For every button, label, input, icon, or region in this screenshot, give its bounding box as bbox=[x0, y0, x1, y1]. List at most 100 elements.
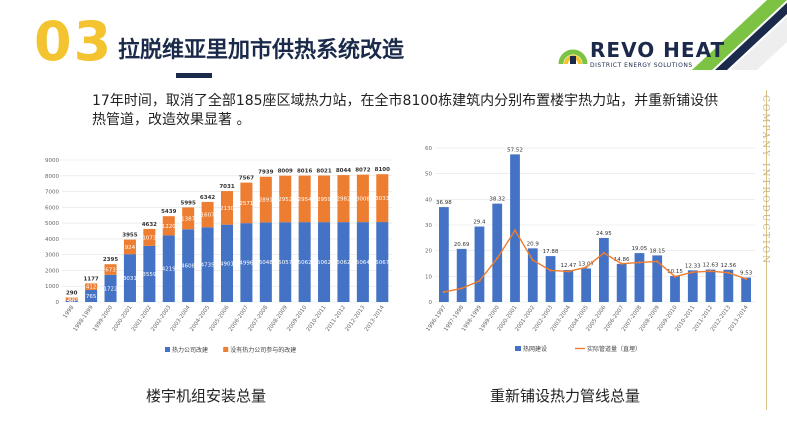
y-tick-label: 6000 bbox=[45, 205, 59, 211]
bar-value-label: 14.86 bbox=[614, 257, 630, 263]
bar-value-label: 9.53 bbox=[740, 271, 753, 277]
bar-label-other: 1073 bbox=[142, 235, 156, 241]
bar-company bbox=[220, 224, 234, 302]
bar-label-other: 200 bbox=[66, 297, 77, 303]
bar-value-label: 36.98 bbox=[436, 200, 452, 206]
bar-pipeline bbox=[510, 154, 520, 302]
bar-label-company: 4608 bbox=[181, 264, 195, 270]
bar-label-other: 2952 bbox=[278, 197, 292, 203]
bar-pipeline bbox=[599, 237, 609, 302]
legend-label-bar: 热网建设 bbox=[523, 345, 547, 353]
bar-total-label: 8100 bbox=[375, 167, 390, 173]
y-tick-label: 10 bbox=[425, 274, 432, 280]
y-tick-label: 0 bbox=[429, 300, 433, 306]
line-point bbox=[744, 277, 748, 281]
bar-total-label: 7567 bbox=[239, 176, 254, 182]
bar-pipeline bbox=[581, 268, 591, 302]
line-point bbox=[709, 270, 712, 273]
bar-other bbox=[376, 174, 389, 223]
bar-company bbox=[318, 222, 331, 302]
bar-value-label: 10.15 bbox=[667, 269, 683, 275]
bar-total-label: 3955 bbox=[122, 233, 137, 239]
logo-name-part2: HEAT bbox=[663, 38, 726, 62]
bar-value-label: 38.32 bbox=[489, 197, 505, 203]
bar-company bbox=[240, 223, 253, 302]
revo-heat-logo-icon bbox=[558, 49, 588, 65]
line-point bbox=[620, 262, 623, 265]
y-tick-label: 7000 bbox=[45, 190, 59, 196]
bar-other bbox=[85, 283, 98, 290]
bar-company bbox=[162, 235, 175, 302]
y-tick-label: 20 bbox=[425, 249, 432, 255]
line-point bbox=[496, 257, 499, 260]
bar-total-label: 5995 bbox=[181, 200, 196, 206]
line-point bbox=[549, 269, 552, 272]
bar-label-other: 1387 bbox=[181, 216, 195, 222]
y-tick-label: 5000 bbox=[45, 221, 59, 227]
bar-label-company: 5062 bbox=[298, 260, 312, 266]
bar-total-label: 7939 bbox=[258, 170, 273, 176]
description-text: 17年时间，取消了全部185座区域热力站，在全市8100栋建筑内分别布置楼宇热力… bbox=[92, 93, 719, 128]
bar-value-label: 19.05 bbox=[632, 246, 648, 252]
bar-label-company: 3559 bbox=[142, 272, 156, 278]
bar-value-label: 57.52 bbox=[507, 147, 523, 153]
bar-label-company: 4996 bbox=[239, 261, 253, 267]
line-point bbox=[442, 290, 446, 294]
bar-company bbox=[279, 222, 292, 302]
logo-name: REVO HEAT bbox=[590, 38, 725, 62]
bar-value-label: 20.9 bbox=[527, 241, 540, 247]
legend-swatch bbox=[165, 347, 170, 352]
bar-company bbox=[298, 222, 311, 302]
bar-total-label: 8016 bbox=[297, 169, 312, 175]
bar-company bbox=[85, 289, 98, 302]
bar-label-other: 2891 bbox=[259, 198, 273, 204]
bar-pipeline bbox=[652, 255, 663, 302]
bar-pipeline bbox=[456, 248, 467, 302]
bar-label-company: 5048 bbox=[259, 260, 273, 266]
bar-pipeline bbox=[723, 269, 734, 302]
bar-label-other: 412 bbox=[86, 285, 97, 291]
legend-label-line: 实际管道量（直埋） bbox=[587, 345, 641, 353]
bar-total-label: 8021 bbox=[316, 168, 331, 174]
bar-label-company: 5067 bbox=[375, 260, 389, 266]
left-chart-caption: 楼宇机组安装总量 bbox=[146, 387, 267, 405]
bar-value-label: 20.69 bbox=[454, 242, 470, 248]
logo-name-part1: REVO bbox=[590, 38, 656, 62]
side-label: COMPANY INTRODUCTION bbox=[760, 95, 770, 265]
y-tick-label: 30 bbox=[425, 223, 432, 229]
bar-pipeline bbox=[527, 248, 538, 302]
bar-label-other: 2959 bbox=[317, 197, 331, 203]
y-tick-label: 50 bbox=[425, 172, 432, 178]
bar-value-label: 12.47 bbox=[560, 263, 576, 269]
bar-label-company: 3031 bbox=[123, 276, 137, 282]
y-tick-label: 4000 bbox=[45, 237, 59, 243]
y-tick-label: 0 bbox=[56, 300, 60, 306]
bar-other bbox=[123, 239, 136, 255]
bar-total-label: 7031 bbox=[219, 184, 234, 190]
y-tick-label: 40 bbox=[425, 197, 432, 203]
bar-pipeline bbox=[687, 270, 698, 302]
bar-other bbox=[104, 264, 117, 275]
line-point bbox=[602, 251, 606, 255]
bar-other bbox=[259, 176, 272, 223]
side-divider bbox=[766, 90, 767, 410]
bar-label-company: 90 bbox=[68, 299, 75, 305]
bar-label-company: 5062 bbox=[317, 260, 331, 266]
bar-other bbox=[162, 216, 175, 236]
legend-swatch-bar bbox=[515, 346, 521, 351]
bar-label-other: 2130 bbox=[220, 206, 234, 212]
line-point bbox=[531, 258, 534, 262]
line-point bbox=[727, 271, 730, 274]
bar-total-label: 8044 bbox=[336, 168, 351, 174]
bar-other bbox=[65, 297, 78, 301]
bar-label-other: 3008 bbox=[356, 196, 370, 202]
line-point bbox=[567, 270, 570, 273]
y-tick-label: 1000 bbox=[45, 284, 59, 290]
bar-label-other: 924 bbox=[125, 245, 136, 251]
bar-label-other: 2571 bbox=[239, 201, 253, 207]
bar-other bbox=[240, 182, 253, 224]
bar-label-other: 2982 bbox=[336, 197, 350, 203]
bar-company bbox=[376, 222, 389, 302]
bar-value-label: 12.63 bbox=[703, 263, 719, 269]
bar-total-label: 2395 bbox=[103, 257, 118, 263]
